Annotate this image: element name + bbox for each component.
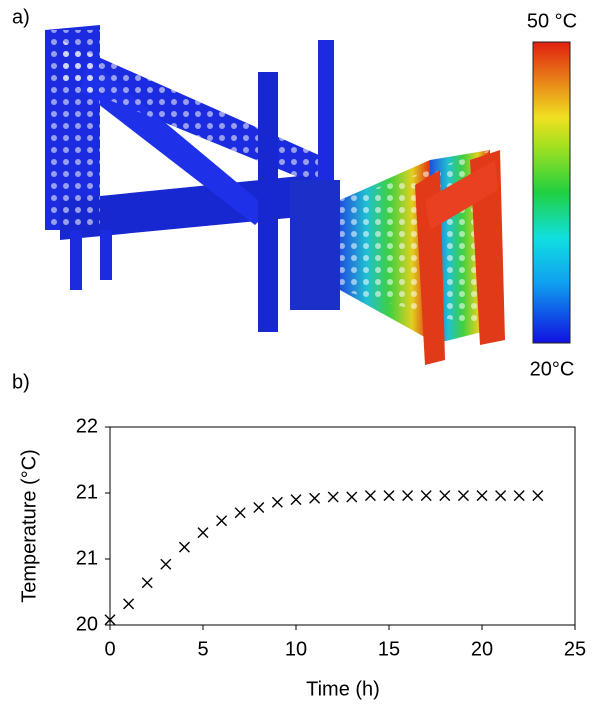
x-tick-label: 15 [378, 638, 400, 660]
data-point [272, 497, 282, 507]
x-axis-label: Time (h) [306, 678, 380, 700]
data-point [403, 491, 413, 501]
data-point [514, 491, 524, 501]
colorbar [533, 42, 570, 343]
data-point [477, 491, 487, 501]
x-tick-label: 25 [564, 638, 586, 660]
data-point [458, 491, 468, 501]
colorbar-max-label: 50 °C [527, 10, 577, 32]
data-point [124, 599, 134, 609]
rendered-model [45, 25, 505, 365]
y-tick-label: 22 [76, 415, 98, 437]
data-point [533, 491, 543, 501]
data-point [421, 491, 431, 501]
x-tick-label: 10 [285, 638, 307, 660]
x-tick-label: 20 [471, 638, 493, 660]
data-point [254, 503, 264, 513]
data-point [384, 491, 394, 501]
y-tick-label: 21 [76, 481, 98, 503]
y-tick-label: 21 [76, 547, 98, 569]
x-tick-label: 0 [104, 638, 115, 660]
data-point [365, 491, 375, 501]
panel-label: b) [12, 371, 30, 393]
colorbar-min-label: 20°C [530, 358, 575, 380]
data-point [198, 528, 208, 538]
data-point [347, 492, 357, 502]
data-point [310, 493, 320, 503]
data-point [235, 508, 245, 518]
data-point [328, 492, 338, 502]
data-point [217, 516, 227, 526]
y-tick-label: 20 [76, 613, 98, 635]
y-axis-label: Temperature (°C) [18, 449, 40, 603]
x-tick-label: 5 [197, 638, 208, 660]
data-point [179, 542, 189, 552]
panel-label: a) [12, 6, 30, 28]
data-point [496, 491, 506, 501]
data-point [440, 491, 450, 501]
data-point [291, 495, 301, 505]
data-point [142, 578, 152, 588]
data-point [161, 559, 171, 569]
figure: 50 °C 20°C a) b) Time (h) Temperature (°… [0, 0, 601, 709]
plot-frame [110, 427, 575, 625]
